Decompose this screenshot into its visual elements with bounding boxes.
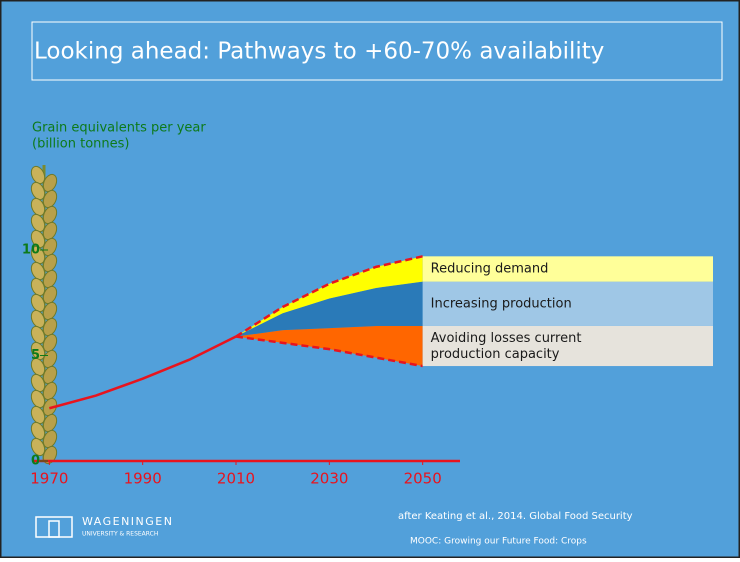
- course-text: MOOC: Growing our Future Food: Crops: [410, 537, 587, 547]
- legend-label: Reducing demand: [431, 261, 549, 276]
- wheat-grain: [42, 237, 58, 257]
- wheat-grain: [30, 373, 46, 393]
- wheat-grain: [42, 429, 58, 449]
- logo-text: WAGENINGEN: [82, 515, 173, 528]
- logo-door: [48, 520, 60, 538]
- legend-box: [422, 256, 713, 282]
- wheat-grain: [30, 213, 46, 233]
- wheat-grain: [30, 165, 46, 185]
- wheat-grain: [42, 253, 58, 273]
- legend-box: [422, 325, 713, 367]
- wheat-grain: [42, 301, 58, 321]
- slide-title: Looking ahead: Pathways to +60-70% avail…: [34, 39, 604, 65]
- wheat-grain: [42, 269, 58, 289]
- wheat-grain: [30, 181, 46, 201]
- wheat-grain: [30, 245, 46, 265]
- wheat-grain: [30, 309, 46, 329]
- wheat-grain: [30, 325, 46, 345]
- x-tick-label: 2010: [217, 470, 255, 488]
- band-area: [236, 281, 423, 337]
- wheat-grain: [42, 381, 58, 401]
- wheat-grain: [42, 349, 58, 369]
- wheat-grain: [42, 317, 58, 337]
- wheat-grain: [30, 197, 46, 217]
- wheat-grain: [42, 365, 58, 385]
- wheat-grain: [30, 389, 46, 409]
- x-tick-label: 1970: [30, 470, 68, 488]
- wheat-grain: [30, 357, 46, 377]
- legend-label: Avoiding losses current production capaci…: [431, 331, 582, 362]
- wheat-grain: [42, 173, 58, 193]
- band-area: [236, 325, 423, 367]
- source-text: after Keating et al., 2014. Global Food …: [398, 511, 633, 522]
- y-tick-label: 5: [31, 348, 40, 363]
- wheat-grain: [42, 413, 58, 433]
- y-tick-label: 0: [31, 454, 40, 469]
- y-axis-label: (billion tonnes): [32, 137, 129, 152]
- band-area: [236, 256, 423, 337]
- projection-line: [235, 255, 423, 338]
- logo-subtext: UNIVERSITY & RESEARCH: [82, 531, 158, 538]
- wheat-grain: [30, 229, 46, 249]
- wheat-grain: [30, 293, 46, 313]
- x-tick-label: 2030: [310, 470, 348, 488]
- wheat-grain: [30, 437, 46, 457]
- history-line: [49, 335, 237, 410]
- wheat-grain: [30, 261, 46, 281]
- wheat-grain: [30, 405, 46, 425]
- x-tick-label: 2050: [404, 470, 442, 488]
- wheat-ear: [30, 165, 58, 465]
- wheat-grain: [30, 421, 46, 441]
- wheat-grain: [30, 277, 46, 297]
- wheat-grain: [42, 333, 58, 353]
- title-box: [31, 21, 723, 81]
- y-axis-label: Grain equivalents per year: [32, 121, 206, 136]
- wheat-grain: [42, 445, 58, 465]
- wheat-grain: [42, 189, 58, 209]
- legend-label: Increasing production: [431, 296, 572, 311]
- wheat-grain: [42, 285, 58, 305]
- x-tick-label: 1990: [124, 470, 162, 488]
- wheat-grain: [42, 205, 58, 225]
- y-tick-label: 10: [22, 243, 40, 258]
- projection-line: [235, 335, 423, 368]
- legend-box: [422, 281, 713, 326]
- wheat-grain: [42, 221, 58, 241]
